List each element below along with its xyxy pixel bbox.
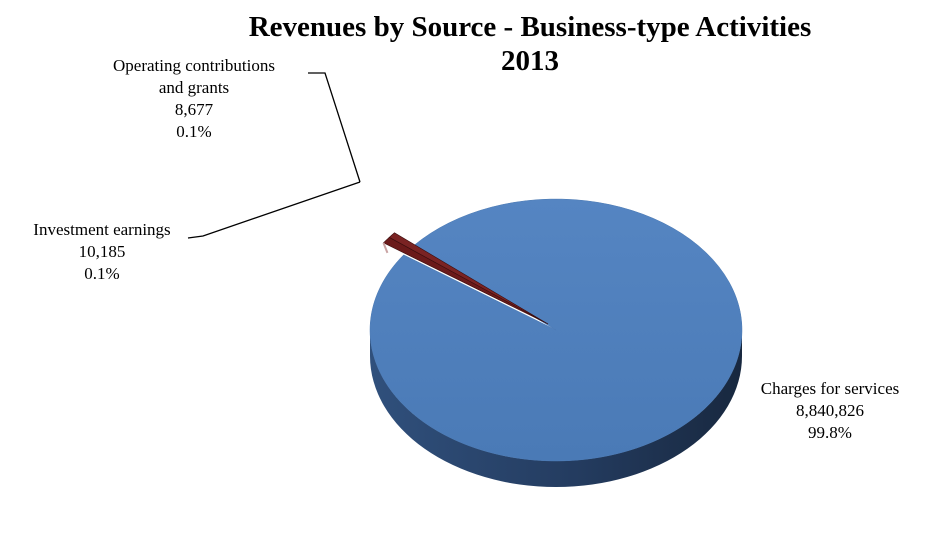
label-inv-value: 10,185 bbox=[78, 242, 126, 261]
chart-title: Revenues by Source - Business-type Activ… bbox=[170, 10, 890, 78]
label-ocg-line2: and grants bbox=[158, 78, 230, 97]
slice-charges-for-services bbox=[369, 198, 743, 462]
label-ocg-value: 8,677 bbox=[174, 100, 214, 119]
label-cfs-value: 8,840,826 bbox=[796, 401, 864, 420]
label-investment-earnings: Investment earnings 10,185 0.1% bbox=[2, 219, 202, 285]
label-ocg-line1: Operating contributions bbox=[113, 56, 275, 75]
label-cfs-name: Charges for services bbox=[760, 379, 900, 398]
label-inv-percent: 0.1% bbox=[84, 264, 120, 283]
leader-line-operating-contributions bbox=[308, 72, 361, 183]
label-cfs-percent: 99.8% bbox=[808, 423, 852, 442]
slice-side-charges-for-services bbox=[370, 330, 742, 487]
slice-highlight bbox=[382, 242, 389, 254]
leader-line-investment-earnings bbox=[187, 181, 361, 239]
label-operating-contributions: Operating contributions and grants 8,677… bbox=[84, 55, 304, 143]
label-inv-name: Investment earnings bbox=[33, 220, 171, 239]
label-charges-for-services: Charges for services 8,840,826 99.8% bbox=[740, 378, 920, 444]
chart-title-text: Revenues by Source - Business-type Activ… bbox=[248, 11, 812, 43]
chart-subtitle: 2013 bbox=[501, 45, 559, 77]
label-ocg-percent: 0.1% bbox=[176, 122, 212, 141]
slice-operating-contributions bbox=[388, 232, 549, 325]
